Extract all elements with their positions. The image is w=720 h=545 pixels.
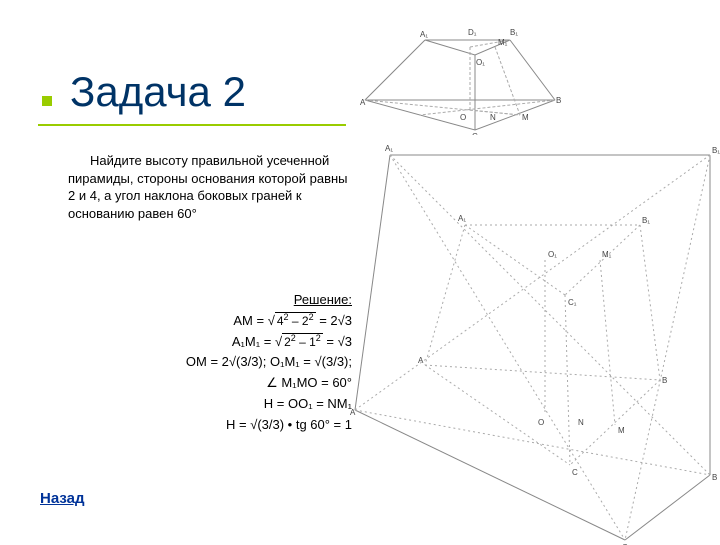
label-N: N: [490, 113, 496, 122]
proj-label-m1: M₁: [602, 250, 612, 259]
back-link[interactable]: Назад: [40, 490, 84, 507]
label-D1: D₁: [468, 28, 477, 37]
solution-line-5: H = OO₁ = NM₁: [52, 394, 352, 415]
problem-body: Найдите высоту правильной усеченной пира…: [68, 153, 348, 221]
proj-label-o1: O₁: [548, 250, 557, 259]
title-underline: [38, 124, 346, 126]
proj-label-a1i: A₁: [458, 214, 466, 223]
proj-label-ai: A: [418, 356, 424, 365]
label-O: O: [460, 113, 466, 122]
proj-label-r: B: [712, 473, 717, 482]
label-M: M: [522, 113, 529, 122]
label-A1: A₁: [420, 30, 428, 39]
title-bullet: [42, 96, 52, 106]
proj-label-n: N: [578, 418, 584, 427]
label-B1: B₁: [510, 28, 518, 37]
solution-line-6: H = √(3/3) • tg 60° = 1: [52, 415, 352, 436]
proj-label-ci: C: [572, 468, 578, 477]
proj-label-bi: B: [662, 376, 667, 385]
figure-projection: A₁ B₁ B A C A₁ B₁ C₁ A B C O₁ O M₁ M N: [350, 135, 720, 545]
proj-label-l: A: [350, 408, 356, 417]
solution-line-2: A₁M₁ = √22 – 12 = √3: [52, 332, 352, 353]
proj-label-c1i: C₁: [568, 298, 577, 307]
page-title: Задача 2: [70, 68, 246, 116]
solution-block: Решение: AM = √42 – 22 = 2√3 A₁M₁ = √22 …: [52, 290, 352, 436]
figure-frustum: A B C A₁ B₁ D₁ O₁ O M M₁ N: [350, 5, 565, 135]
proj-label-tr: B₁: [712, 146, 720, 155]
proj-label-m: M: [618, 426, 625, 435]
solution-line-3: OM = 2√(3/3); O₁M₁ = √(3/3);: [52, 352, 352, 373]
problem-text: Найдите высоту правильной усеченной пира…: [68, 152, 348, 222]
label-O1: O₁: [476, 58, 485, 67]
label-M1: M₁: [498, 38, 508, 47]
label-A: A: [360, 98, 366, 107]
solution-line-4: ∠ M₁MO = 60°: [52, 373, 352, 394]
label-B: B: [556, 96, 561, 105]
proj-label-o: O: [538, 418, 544, 427]
solution-heading: Решение:: [52, 290, 352, 311]
solution-line-1: AM = √42 – 22 = 2√3: [52, 311, 352, 332]
proj-label-b1i: B₁: [642, 216, 650, 225]
proj-label-tl: A₁: [385, 144, 393, 153]
